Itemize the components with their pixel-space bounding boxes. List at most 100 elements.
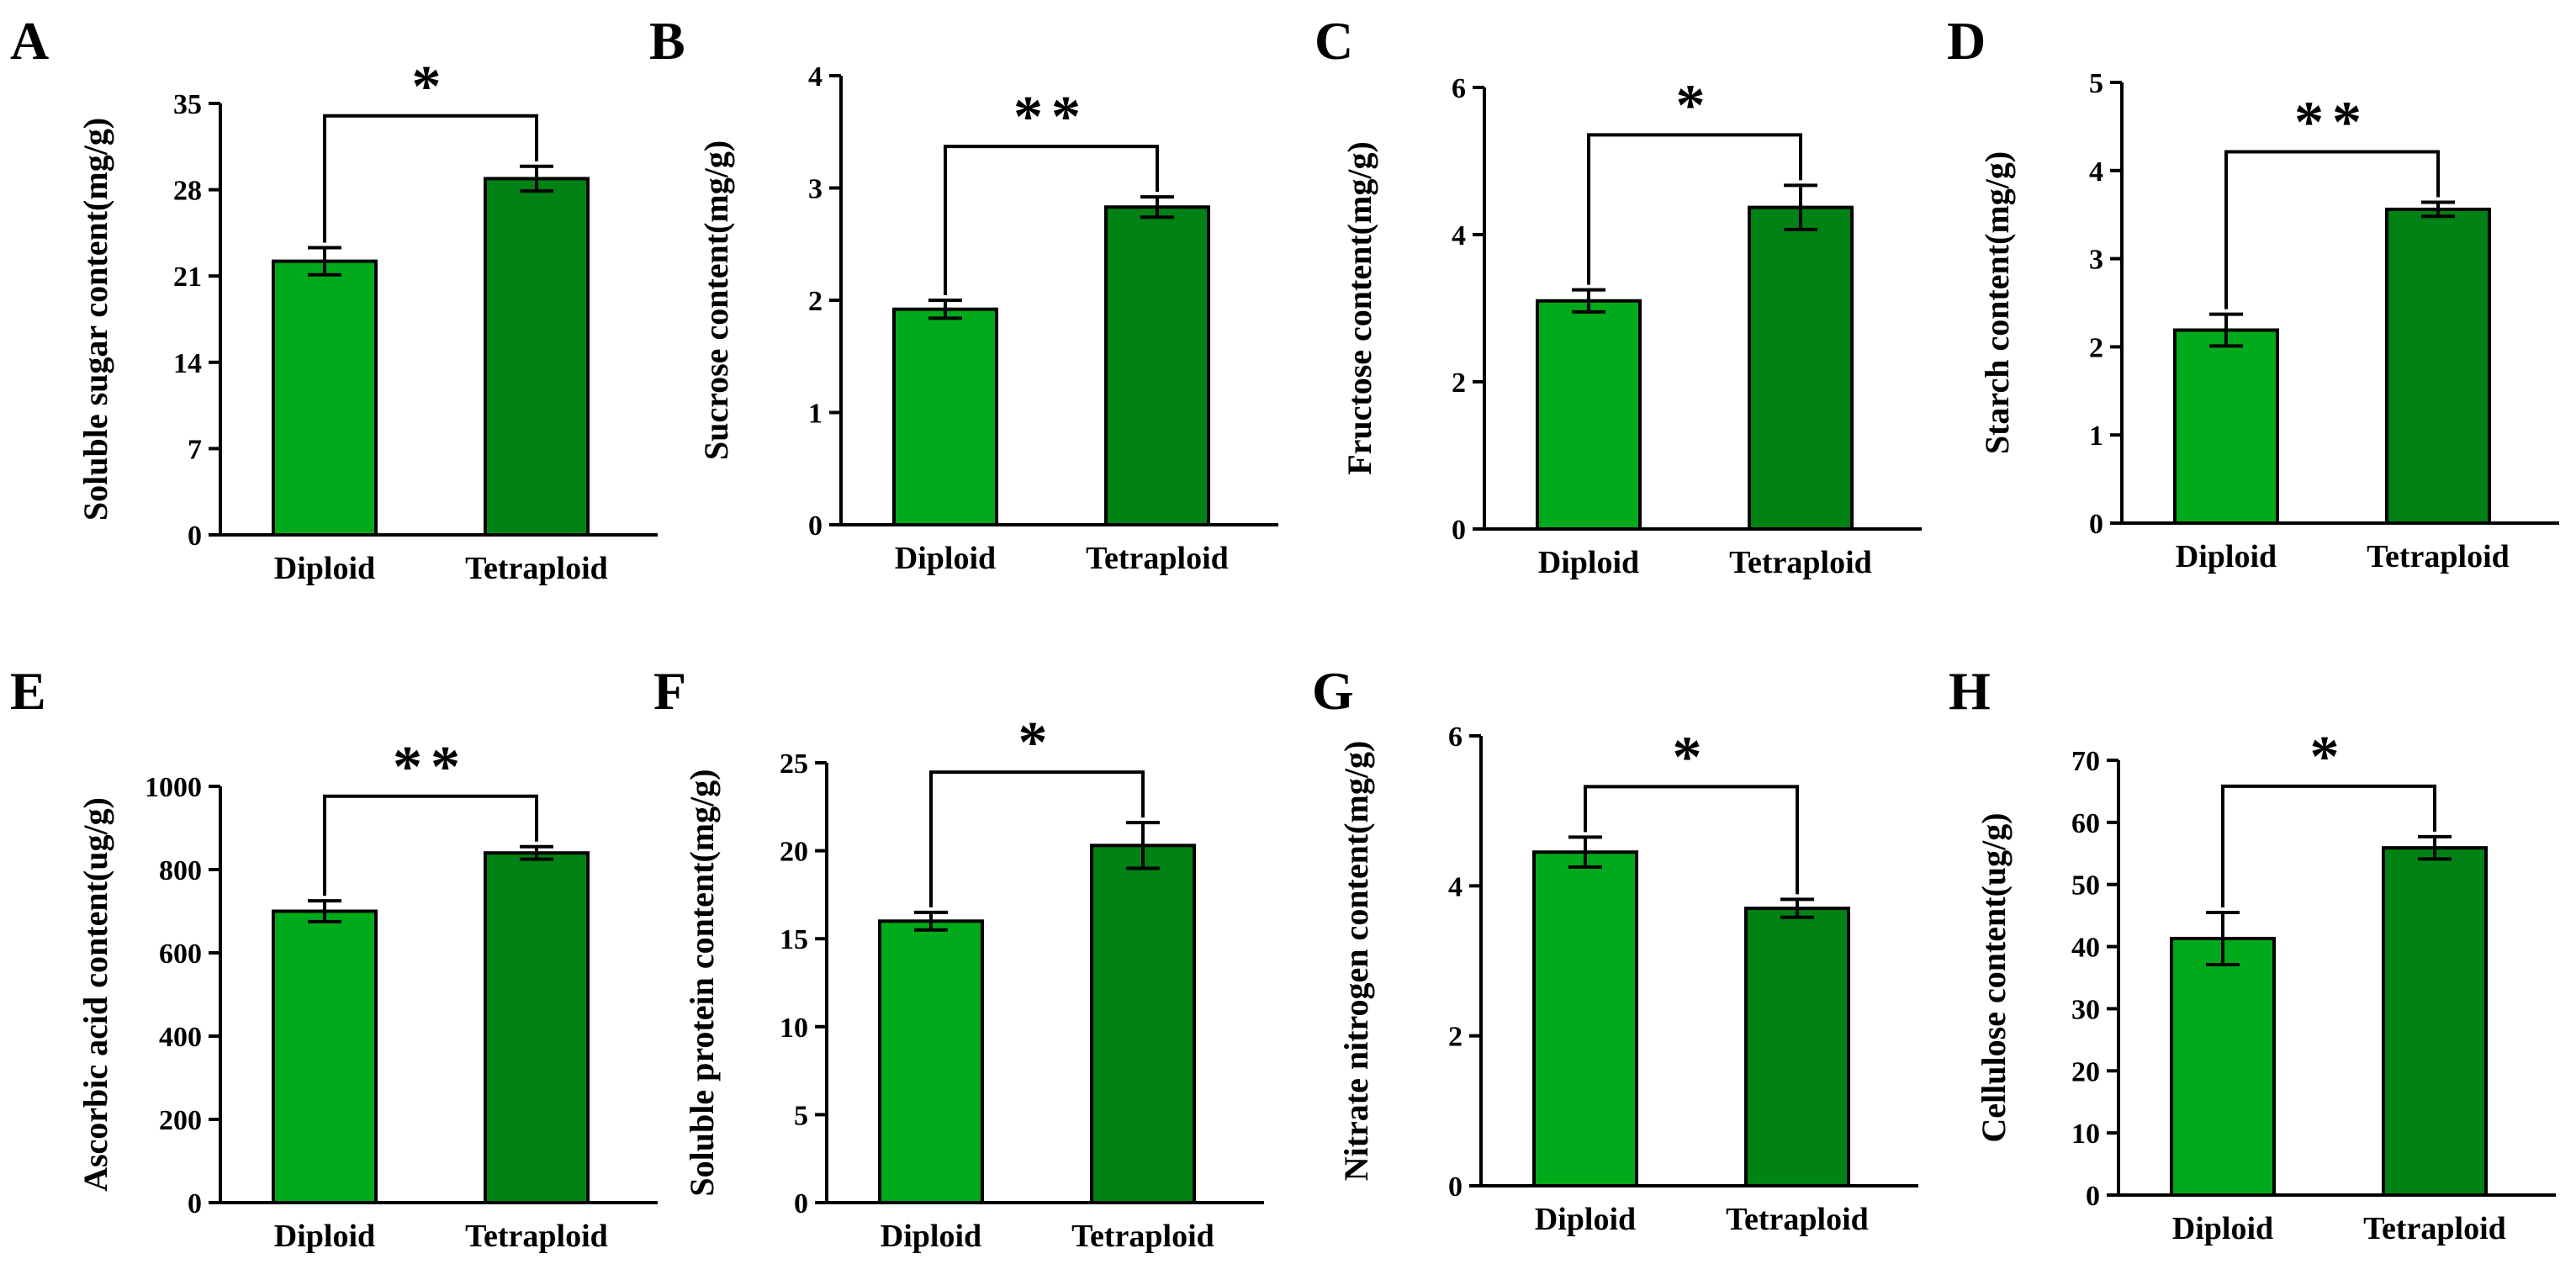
panel-f-error-bar-diploid	[914, 910, 948, 932]
panel-h-tick-label: 30	[2071, 994, 2100, 1025]
panel-c-label: C	[1314, 11, 1353, 71]
panel-f-significance-marker: *	[1018, 711, 1056, 775]
panel-h-tick-label: 50	[2071, 870, 2100, 902]
panel-g-significance-bracket	[1584, 785, 1799, 895]
panel-e-category-diploid: Diploid	[274, 1219, 375, 1254]
panel-f-label: F	[653, 661, 686, 721]
panel-a-label: A	[10, 11, 49, 71]
panel-f-bar-diploid	[878, 919, 984, 1205]
panel-b-tick-label: 1	[808, 399, 823, 430]
panel-d-category-tetraploid: Tetraploid	[2367, 539, 2510, 574]
panel-f: F Soluble protein content(mg/g) Diploid Tet…	[653, 661, 1264, 1254]
panel-b-tick-label: 4	[808, 61, 823, 93]
panel-b-bar-tetraploid	[1104, 205, 1210, 526]
panel-h-tick-label: 70	[2071, 746, 2100, 777]
panel-g-tick-label: 4	[1448, 871, 1463, 902]
panel-b: B Sucrose content(mg/g) Diploid Tetraploid 0…	[649, 11, 1278, 576]
panel-c-bar-tetraploid	[1748, 205, 1854, 531]
panel-b-category-diploid: Diploid	[895, 541, 996, 576]
panel-b-label: B	[649, 11, 685, 71]
panel-d-tick-label: 4	[2089, 156, 2103, 188]
panel-c: C Fructose content(mg/g) Diploid Tetraploid…	[1314, 11, 1922, 580]
panel-d-tick-label: 2	[2089, 332, 2103, 363]
panel-e-tick-label: 1000	[145, 772, 202, 803]
panel-c-tick-label: 0	[1452, 515, 1466, 546]
panel-e-bar-tetraploid	[484, 851, 590, 1204]
panel-a-y-axis-label: Soluble sugar content(mg/g)	[77, 118, 114, 521]
panel-c-error-bar-diploid	[1572, 288, 1605, 314]
panel-d-significance-bracket	[2224, 150, 2440, 309]
panel-c-bar-diploid	[1536, 299, 1642, 531]
panel-h-significance-marker: *	[2310, 725, 2348, 790]
panel-b-bar-diploid	[892, 307, 998, 526]
panel-f-error-bar-tetraploid	[1126, 821, 1160, 870]
panel-e-tick-label: 600	[159, 939, 202, 970]
panel-g-error-bar-diploid	[1568, 835, 1602, 870]
panel-d: D Starch content(mg/g) Diploid Tetraploid 0 1…	[1947, 11, 2559, 574]
panel-g-category-diploid: Diploid	[1535, 1202, 1636, 1237]
panel-e-label: E	[10, 661, 46, 721]
panel-b-tick-label: 0	[808, 510, 823, 542]
panel-e: E Ascorbic acid content(ug/g) Diploid Tetra…	[10, 661, 658, 1254]
panel-a-bar-diploid	[272, 259, 378, 537]
panel-e-y-axis-label: Ascorbic acid content(ug/g)	[77, 797, 114, 1192]
panel-c-tick-label: 4	[1452, 220, 1466, 251]
panel-c-tick-label: 6	[1452, 73, 1466, 104]
panel-a-tick-label: 7	[188, 434, 202, 465]
panel-g-category-tetraploid: Tetraploid	[1726, 1202, 1869, 1237]
panel-d-y-axis-label: Starch content(mg/g)	[1978, 151, 2016, 454]
panel-a-significance-marker: *	[412, 55, 450, 119]
panel-h-label: H	[1949, 661, 1991, 721]
panel-c-error-bar-tetraploid	[1784, 183, 1817, 231]
panel-g-tick-label: 6	[1448, 722, 1463, 753]
panel-a-significance-bracket	[323, 114, 538, 243]
panel-g-label: G	[1312, 661, 1354, 721]
panel-f-category-diploid: Diploid	[881, 1219, 981, 1254]
panel-f-tick-label: 10	[780, 1013, 808, 1044]
panel-e-tick-label: 400	[159, 1022, 202, 1053]
panel-f-bar-tetraploid	[1090, 844, 1196, 1204]
panel-g-error-bar-tetraploid	[1780, 897, 1814, 919]
panel-h-tick-label: 0	[2086, 1181, 2100, 1212]
panel-h-bar-tetraploid	[2382, 846, 2488, 1197]
panel-d-label: D	[1947, 11, 1986, 71]
panel-a-tick-label: 0	[188, 521, 202, 552]
panel-a-category-diploid: Diploid	[274, 551, 375, 586]
panel-g-tick-label: 2	[1448, 1022, 1463, 1053]
panel-h-significance-bracket	[2221, 784, 2436, 907]
panel-f-y-axis-label: Soluble protein content(mg/g)	[683, 769, 721, 1196]
panel-g: G Nitrate nitrogen content(mg/g) Diploid Te…	[1312, 661, 1918, 1237]
panel-f-tick-label: 0	[794, 1188, 808, 1219]
panel-h-error-bar-tetraploid	[2418, 834, 2452, 861]
panel-h-category-tetraploid: Tetraploid	[2363, 1211, 2506, 1246]
panel-f-category-tetraploid: Tetraploid	[1071, 1219, 1214, 1254]
panel-h-error-bar-diploid	[2206, 910, 2240, 966]
panel-e-tick-label: 800	[159, 855, 202, 886]
panel-f-tick-label: 20	[780, 837, 808, 868]
panel-a-category-tetraploid: Tetraploid	[465, 551, 608, 586]
panel-a-tick-label: 21	[173, 262, 202, 293]
panel-h-tick-label: 40	[2071, 933, 2100, 964]
panel-h: H Cellulose content(ug/g) Diploid Tetraploi…	[1949, 661, 2556, 1246]
panel-b-error-bar-tetraploid	[1140, 195, 1174, 220]
panel-a-error-bar-diploid	[308, 246, 341, 277]
panel-d-bar-diploid	[2173, 328, 2279, 525]
panel-c-y-axis-label: Fructose content(mg/g)	[1341, 141, 1378, 475]
panel-a-tick-label: 28	[173, 176, 202, 207]
panel-g-significance-marker: *	[1673, 725, 1711, 790]
panel-a-bar-tetraploid	[484, 177, 590, 537]
panel-e-tick-label: 200	[159, 1105, 202, 1136]
panel-h-tick-label: 10	[2071, 1119, 2100, 1150]
panel-b-category-tetraploid: Tetraploid	[1086, 541, 1229, 576]
panel-h-y-axis-label: Cellulose content(ug/g)	[1975, 812, 2013, 1142]
panel-h-category-diploid: Diploid	[2172, 1211, 2273, 1246]
panel-e-category-tetraploid: Tetraploid	[465, 1219, 608, 1254]
panel-d-bar-tetraploid	[2385, 207, 2491, 526]
panel-e-error-bar-tetraploid	[520, 844, 553, 861]
panel-b-significance-bracket	[944, 145, 1159, 295]
panel-h-bar-diploid	[2170, 936, 2276, 1197]
panel-d-significance-marker: **	[2294, 91, 2370, 156]
panel-h-tick-label: 60	[2071, 808, 2100, 839]
panel-b-tick-label: 2	[808, 286, 823, 317]
panel-g-tick-label: 0	[1448, 1172, 1463, 1203]
